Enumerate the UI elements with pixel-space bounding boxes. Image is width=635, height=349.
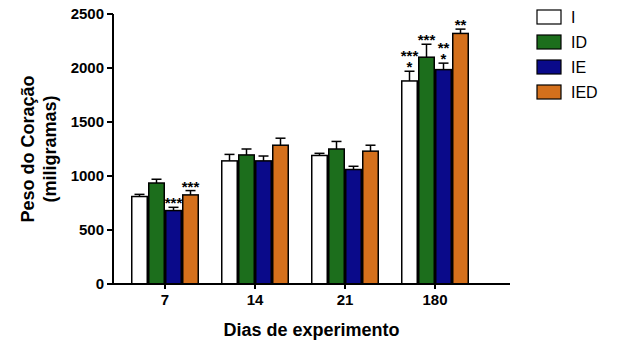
x-tick-label: 21 [337, 291, 354, 308]
error-cap [242, 148, 252, 150]
bar [453, 33, 469, 284]
y-tick [107, 13, 113, 15]
error-cap [349, 166, 359, 168]
error-bar [366, 145, 376, 151]
significance: * [407, 58, 413, 75]
error-cap [332, 141, 342, 143]
error-line [229, 154, 231, 160]
x-tick [254, 284, 256, 289]
bar [273, 145, 289, 284]
error-bar [349, 166, 359, 169]
legend-label: I [571, 9, 575, 26]
bar [239, 155, 255, 284]
error-cap [259, 155, 269, 157]
error-bar [225, 154, 235, 160]
error-line [336, 141, 338, 149]
y-tick-label: 500 [79, 221, 104, 238]
x-tick-label: 7 [161, 291, 169, 308]
y-tick [107, 283, 113, 285]
y-tick-label: 2000 [71, 59, 104, 76]
legend-label: ID [571, 34, 587, 51]
y-tick [107, 229, 113, 231]
x-tick-label: 180 [422, 291, 447, 308]
legend-swatch [537, 85, 561, 99]
error-cap [152, 178, 162, 180]
bar [166, 211, 182, 284]
significance: *** [418, 31, 436, 48]
chart: ******************0500100015002000250071… [0, 0, 635, 349]
x-tick [164, 284, 166, 289]
error-bar [135, 194, 145, 196]
significance: ** [455, 16, 467, 33]
y-tick [107, 175, 113, 177]
legend-swatch [537, 60, 561, 74]
error-bar [276, 138, 286, 145]
y-tick [107, 67, 113, 69]
significance: *** [182, 178, 200, 195]
error-bar [332, 141, 342, 149]
plot-area [132, 29, 469, 284]
y-tick-label: 1000 [71, 167, 104, 184]
bar [402, 81, 418, 284]
bar [329, 149, 345, 284]
x-axis [113, 283, 510, 285]
y-axis [112, 14, 114, 284]
significance: * [441, 50, 447, 67]
y-tick-label: 2500 [71, 5, 104, 22]
legend-label: IED [571, 84, 598, 101]
x-tick [344, 284, 346, 289]
legend-swatch [537, 35, 561, 49]
error-line [246, 149, 248, 155]
error-cap [366, 144, 376, 146]
legend: I ID IE IED [537, 9, 598, 101]
bar [419, 57, 435, 284]
bar [346, 170, 362, 284]
error-line [280, 138, 282, 145]
error-cap [135, 194, 145, 196]
y-axis-label: Peso do Coração [18, 75, 38, 222]
error-bar [259, 156, 269, 161]
y-tick-label: 1500 [71, 113, 104, 130]
y-tick-label: 0 [96, 275, 104, 292]
x-tick-label: 14 [247, 291, 264, 308]
legend-label: IE [571, 59, 586, 76]
error-bar [242, 149, 252, 155]
error-line [370, 145, 372, 151]
x-axis-label: Dias de experimento [223, 320, 399, 340]
bar [222, 161, 238, 284]
bar [183, 195, 199, 284]
significance: *** [165, 194, 183, 211]
bar [312, 155, 328, 284]
error-cap [315, 153, 325, 155]
bar [256, 161, 272, 284]
y-tick [107, 121, 113, 123]
error-bar [315, 153, 325, 155]
x-tick [434, 284, 436, 289]
error-cap [276, 137, 286, 139]
bar [149, 183, 165, 284]
bar [132, 197, 148, 284]
error-cap [225, 154, 235, 156]
y-axis-label: (miligramas) [40, 95, 60, 202]
bar [363, 151, 379, 284]
legend-swatch [537, 10, 561, 24]
error-bar [152, 179, 162, 183]
bar [436, 70, 452, 284]
